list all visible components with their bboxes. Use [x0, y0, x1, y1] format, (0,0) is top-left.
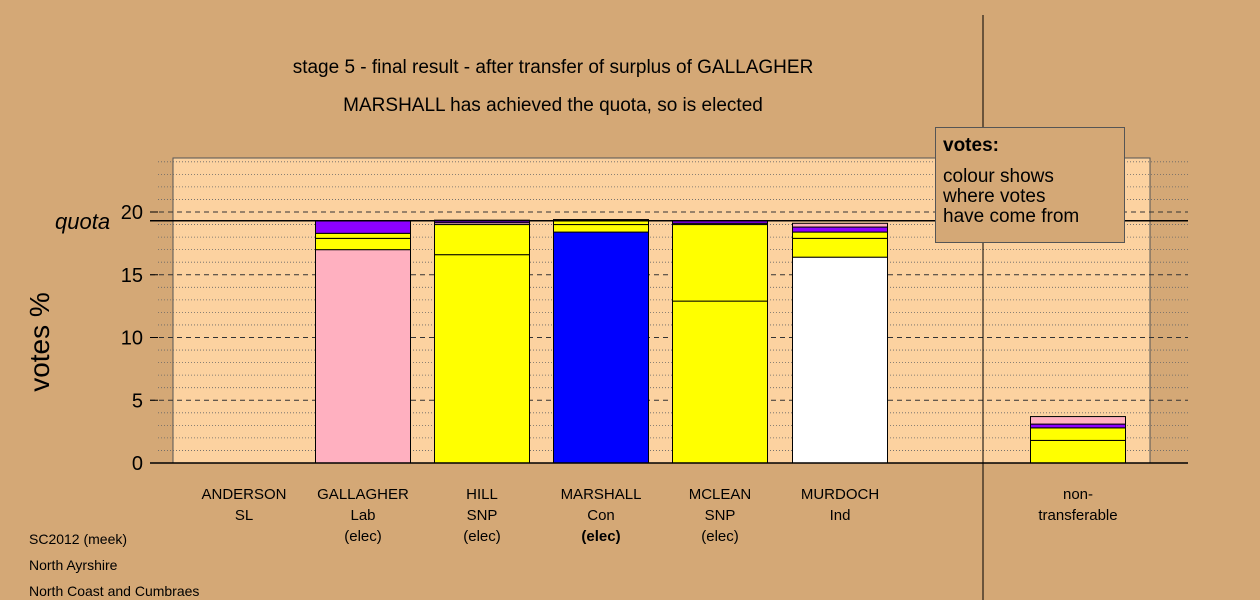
candidate-party-label: Ind [830, 507, 851, 524]
bar-segment [792, 226, 888, 233]
candidate-name-label: MURDOCH [801, 486, 879, 503]
bar-segment [792, 256, 888, 464]
bar-segment [315, 249, 411, 464]
candidate-party-label: Lab [350, 507, 375, 524]
candidate-status-label: (elec) [344, 528, 382, 545]
candidate-party-label: SNP [705, 507, 736, 524]
candidate-party-label: transferable [1038, 507, 1117, 524]
bar-segment [1030, 439, 1126, 464]
legend-title: votes: [943, 135, 999, 156]
footer-council: North Ayrshire [29, 557, 118, 573]
legend-line-3: have come from [943, 206, 1080, 227]
y-tick-label: 15 [121, 265, 143, 287]
bar-segment [315, 232, 411, 239]
legend-box: votes: colour shows where votes have com… [935, 127, 1125, 243]
quota-label: quota [55, 209, 111, 234]
legend-line-2: where votes [943, 186, 1046, 207]
bar-segment [434, 254, 530, 464]
bar-segment [672, 300, 768, 464]
bar-segment [672, 224, 768, 302]
candidate-name-label: non- [1063, 486, 1093, 503]
candidate-status-label: (elec) [463, 528, 501, 545]
y-tick-label: 0 [132, 453, 143, 475]
bar-segment [315, 237, 411, 251]
y-axis-label: votes % [24, 292, 55, 392]
candidate-party-label: Con [587, 507, 615, 524]
chart-subtitle: MARSHALL has achieved the quota, so is e… [343, 95, 763, 116]
candidate-name-label: MCLEAN [689, 486, 752, 503]
candidate-name-label: ANDERSON [201, 486, 286, 503]
candidate-party-label: SL [235, 507, 253, 524]
chart-title: stage 5 - final result - after transfer … [292, 57, 814, 78]
bar-segment [792, 222, 888, 228]
bar-segment [792, 237, 888, 258]
footer-method: SC2012 (meek) [29, 531, 128, 547]
candidate-name-label: HILL [466, 486, 498, 503]
candidate-name-label: GALLAGHER [317, 486, 409, 503]
bar-segment [553, 224, 649, 233]
bar-segment [1030, 427, 1126, 441]
y-tick-label: 20 [121, 202, 143, 224]
candidate-party-label: SNP [467, 507, 498, 524]
bar-segment [553, 231, 649, 464]
candidate-name-label: MARSHALL [561, 486, 642, 503]
legend-line-1: colour shows [943, 166, 1054, 187]
footer-ward: North Coast and Cumbraes [29, 583, 200, 599]
bar-segment [434, 224, 530, 256]
bar-segment [792, 231, 888, 239]
candidate-status-label: (elec) [581, 528, 620, 545]
bar-segment [1030, 423, 1126, 429]
y-tick-label: 5 [132, 390, 143, 412]
candidate-status-label: (elec) [701, 528, 739, 545]
bar-segment [315, 220, 411, 234]
y-tick-label: 10 [121, 328, 143, 350]
bar-segment [1030, 416, 1126, 425]
